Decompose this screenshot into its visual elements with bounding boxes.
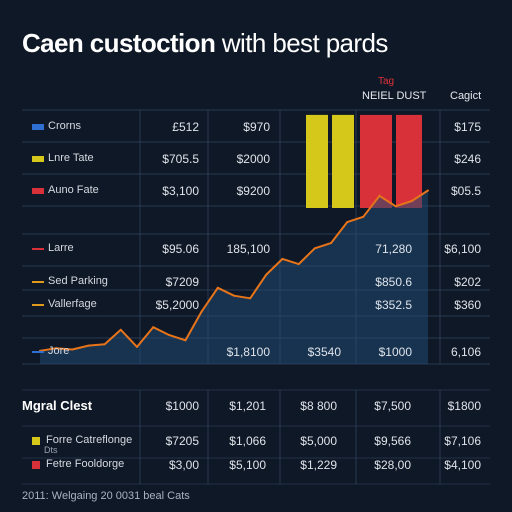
row-value: $5,100 xyxy=(229,458,266,472)
row-value: 71,280 xyxy=(375,242,412,256)
row-value: $3,00 xyxy=(168,458,199,472)
row-label: Forre Catreflonge xyxy=(46,434,133,446)
row-value: $3,100 xyxy=(162,184,199,198)
row-value: $175 xyxy=(454,120,481,134)
row-value: $970 xyxy=(243,120,270,134)
line-point-16 xyxy=(297,263,300,266)
section-title: Mgral Clest xyxy=(22,398,93,413)
row-value: $246 xyxy=(454,152,481,166)
row-value: $05.5 xyxy=(450,184,481,198)
row-value: 185,100 xyxy=(226,242,270,256)
line-point-20 xyxy=(362,215,365,218)
row-value: $1000 xyxy=(378,345,412,359)
legend-swatch xyxy=(32,461,40,469)
row-label: Crorns xyxy=(48,120,82,132)
bar-1 xyxy=(332,114,354,208)
line-point-19 xyxy=(346,221,349,224)
legend-swatch xyxy=(32,188,44,194)
row-value: $1,066 xyxy=(229,434,266,448)
header-tag: Tag xyxy=(378,76,395,87)
line-point-1 xyxy=(55,347,58,350)
footer-note: 2011: Welgaing 20 0031 beal Cats xyxy=(22,490,190,502)
section-header-value: $7,500 xyxy=(374,399,411,413)
row-label: Auno Fate xyxy=(48,184,99,196)
row-value: $202 xyxy=(454,275,481,289)
row-value: $5,000 xyxy=(300,434,337,448)
legend-line-swatch xyxy=(32,281,44,283)
legend-swatch xyxy=(32,156,44,162)
section-header-value: $1000 xyxy=(165,399,199,413)
row-value: $705.5 xyxy=(162,152,199,166)
line-point-7 xyxy=(152,326,155,329)
bar-0 xyxy=(306,114,328,208)
section-header-value: $1800 xyxy=(447,399,481,413)
line-point-2 xyxy=(71,348,74,351)
line-point-8 xyxy=(168,334,171,337)
row-value: $1,229 xyxy=(300,458,337,472)
line-point-3 xyxy=(87,344,90,347)
legend-swatch xyxy=(32,437,40,445)
line-point-14 xyxy=(265,273,268,276)
row-value: $9,566 xyxy=(374,434,411,448)
legend-line-swatch xyxy=(32,304,44,306)
line-point-17 xyxy=(313,247,316,250)
row-value: $3540 xyxy=(307,345,341,359)
chart-title: Caen custoction with best pards xyxy=(22,28,388,59)
row-value: $352.5 xyxy=(375,298,412,312)
row-label: Sed Parking xyxy=(48,275,108,287)
area-fill xyxy=(40,190,428,364)
line-point-9 xyxy=(184,339,187,342)
line-point-24 xyxy=(427,189,429,192)
header-col-b: Cagict xyxy=(450,90,482,102)
row-value: $7209 xyxy=(165,275,199,289)
line-point-13 xyxy=(249,297,252,300)
row-value: $6,100 xyxy=(444,242,481,256)
line-point-22 xyxy=(394,205,397,208)
row-value: $9200 xyxy=(236,184,270,198)
bar-group xyxy=(306,114,422,208)
row-value: $1,8100 xyxy=(226,345,270,359)
row-value: $7205 xyxy=(165,434,199,448)
row-value: 6,106 xyxy=(450,345,481,359)
row-label: Vallerfage xyxy=(48,298,97,310)
header-col-a: NEIEL DUST xyxy=(362,90,427,102)
line-point-18 xyxy=(330,242,332,245)
bar-2 xyxy=(360,114,392,208)
line-point-12 xyxy=(233,294,235,297)
row-value: $7,106 xyxy=(444,434,481,448)
row-value: $95.06 xyxy=(162,242,199,256)
line-point-5 xyxy=(119,328,122,331)
line-point-21 xyxy=(378,194,381,197)
row-value: $2000 xyxy=(236,152,270,166)
row-value: $850.6 xyxy=(375,275,412,289)
row-value: $4,100 xyxy=(444,458,481,472)
row-value: $5,2000 xyxy=(155,298,199,312)
line-point-23 xyxy=(410,200,413,202)
row-label: Jore xyxy=(48,345,70,357)
line-point-11 xyxy=(216,286,219,289)
chart-title-rest: with best pards xyxy=(215,28,388,58)
chart-title-bold: Caen custoction xyxy=(22,28,216,58)
line-point-10 xyxy=(200,310,203,313)
area-group xyxy=(39,189,429,364)
bar-3 xyxy=(396,114,422,208)
row-label: Fetre Fooldorge xyxy=(46,458,125,470)
row-label: Larre xyxy=(48,242,74,254)
line-point-4 xyxy=(103,343,106,346)
row-label: Lnre Tate xyxy=(48,152,94,164)
row-value: $360 xyxy=(454,298,481,312)
line-point-6 xyxy=(136,345,138,348)
row-value: $28,00 xyxy=(374,458,411,472)
legend-line-swatch xyxy=(32,351,44,353)
legend-line-swatch xyxy=(32,248,44,250)
section-header-value: $8 800 xyxy=(300,399,337,413)
section-header-value: $1,201 xyxy=(229,399,266,413)
row-sublabel: Dts xyxy=(44,445,58,455)
line-point-15 xyxy=(281,257,284,260)
legend-swatch xyxy=(32,124,44,130)
row-value: £512 xyxy=(172,120,199,134)
